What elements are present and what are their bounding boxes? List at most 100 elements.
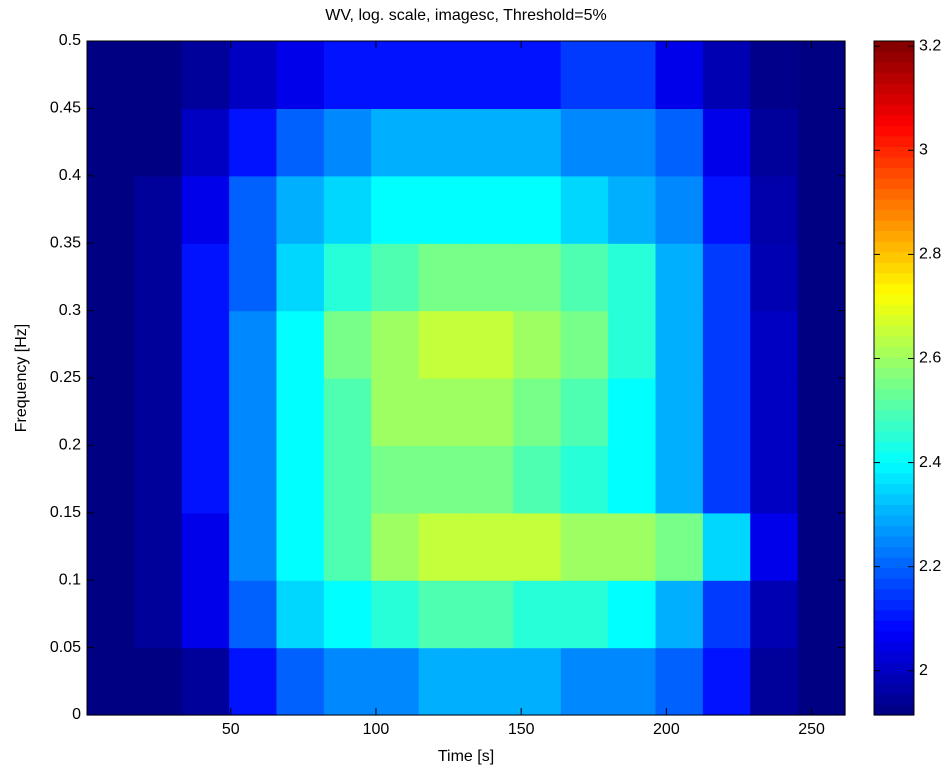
heatmap-cell (418, 41, 467, 109)
heatmap-cell (750, 310, 799, 379)
colorbar-step (874, 272, 914, 284)
heatmap-cell (418, 108, 467, 177)
heatmap-cell (702, 378, 751, 446)
heatmap-cell (655, 108, 704, 177)
colorbar-step (874, 304, 914, 316)
colorbar-step (874, 557, 914, 569)
heatmap-cell (655, 243, 704, 312)
heatmap-cell (229, 378, 278, 446)
heatmap-cell (702, 512, 751, 581)
y-tick-label: 0.15 (50, 504, 81, 521)
colorbar-step (874, 51, 914, 63)
x-tick-label: 250 (798, 721, 825, 738)
colorbar-step (874, 346, 914, 358)
heatmap-cell (276, 512, 325, 581)
heatmap-cell (418, 647, 467, 716)
colorbar-step (874, 367, 914, 379)
heatmap-cell (134, 512, 183, 581)
heatmap-cell (466, 378, 514, 446)
colorbar-tick-label: 2.6 (919, 350, 941, 367)
heatmap-cell (371, 108, 420, 177)
colorbar-step (874, 156, 914, 168)
heatmap-cell (750, 512, 799, 581)
colorbar-step (874, 83, 914, 95)
heatmap-cell (371, 647, 420, 716)
colorbar-step (874, 251, 914, 263)
heatmap-cell (655, 175, 704, 244)
heatmap-cell (466, 108, 514, 177)
colorbar-step (874, 441, 914, 453)
heatmap-cell (323, 580, 372, 649)
colorbar-step (874, 462, 914, 474)
heatmap-cell (655, 580, 704, 649)
x-tick-label: 50 (222, 721, 240, 738)
heatmap-cell (797, 378, 846, 446)
colorbar-step (874, 430, 914, 442)
colorbar-step (874, 599, 914, 611)
colorbar-step (874, 72, 914, 84)
colorbar-step (874, 578, 914, 590)
colorbar-step (874, 514, 914, 527)
heatmap-cell (418, 310, 467, 379)
heatmap-cell (655, 445, 704, 514)
heatmap-cell (134, 445, 183, 514)
heatmap-cell (371, 445, 420, 514)
heatmap-cell (702, 647, 751, 716)
heatmap-cell (87, 108, 135, 177)
heatmap-cell (750, 647, 799, 716)
heatmap-cell (513, 41, 562, 109)
heatmap-cell (513, 512, 562, 581)
heatmap-cell (229, 580, 278, 649)
heatmap-cell (181, 378, 230, 446)
colorbar-step (874, 62, 914, 74)
heatmap-cell (229, 175, 278, 244)
colorbar-step (874, 409, 914, 421)
colorbar-step (874, 188, 914, 200)
heatmap-cell (750, 445, 799, 514)
colorbar-tick-label: 2 (919, 662, 928, 679)
heatmap-cell (229, 647, 278, 716)
colorbar-step (874, 451, 914, 463)
heatmap-cell (750, 108, 799, 177)
y-tick-label: 0.25 (50, 369, 81, 386)
colorbar-step (874, 104, 914, 116)
heatmap-cell (608, 175, 657, 244)
heatmap-cell (418, 378, 467, 446)
heatmap-cell (702, 41, 751, 109)
heatmap-cell (608, 445, 657, 514)
heatmap-cell (323, 108, 372, 177)
heatmap-cell (797, 445, 846, 514)
heatmap-cell (513, 108, 562, 177)
heatmap-cell (418, 445, 467, 514)
heatmap-cell (323, 378, 372, 446)
colorbar-step (874, 209, 914, 221)
colorbar-step (874, 230, 914, 242)
heatmap-cell (276, 310, 325, 379)
x-tick-label: 150 (508, 721, 535, 738)
heatmap-cell (323, 175, 372, 244)
heatmap-cell (87, 41, 135, 109)
heatmap-cell (323, 243, 372, 312)
heatmap-cell (702, 175, 751, 244)
heatmap-cell (466, 647, 514, 716)
heatmap-cell (608, 243, 657, 312)
colorbar-step (874, 388, 914, 400)
heatmap-cell (323, 41, 372, 109)
heatmap-cell (134, 647, 183, 716)
heatmap-cell (229, 310, 278, 379)
heatmap-cell (466, 310, 514, 379)
heatmap-cell (181, 580, 230, 649)
y-tick-label: 0.05 (50, 639, 81, 656)
heatmap-cell (608, 378, 657, 446)
colorbar-step (874, 114, 914, 126)
y-tick-label: 0.3 (59, 302, 81, 319)
colorbar-step (874, 672, 914, 685)
colorbar-step (874, 262, 914, 274)
heatmap-cell (797, 41, 846, 109)
heatmap-cell (181, 108, 230, 177)
heatmap-cell (134, 243, 183, 312)
heatmap-cell (560, 41, 609, 109)
heatmap-cell (181, 243, 230, 312)
heatmap-cell (797, 310, 846, 379)
